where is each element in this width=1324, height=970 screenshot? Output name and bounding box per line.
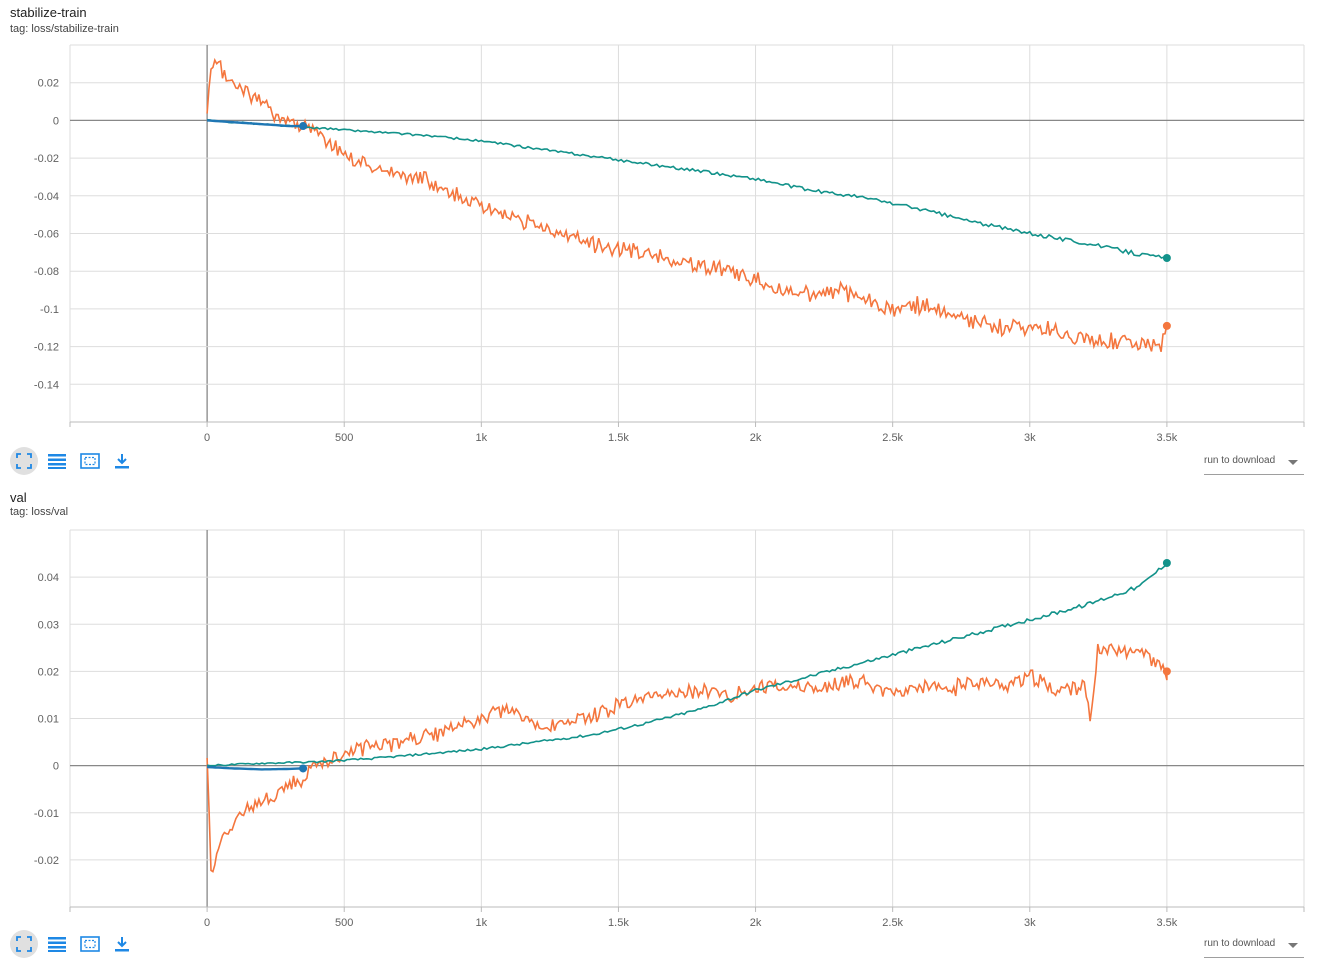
chart-tag: tag: loss/val [10, 506, 69, 518]
series-end-point-orange [1162, 321, 1171, 330]
x-tick-label: 3.5k [1156, 432, 1177, 444]
x-tick-label: 500 [335, 917, 353, 929]
zoom-box-button[interactable] [76, 447, 104, 475]
y-tick-label: 0.03 [38, 619, 59, 631]
x-tick-label: 1.5k [608, 432, 629, 444]
download-button[interactable] [108, 447, 136, 475]
y-tick-label: 0 [53, 115, 59, 127]
series-line-orange [206, 57, 1168, 352]
chevron-down-icon [1288, 943, 1298, 948]
x-tick-label: 3k [1024, 432, 1036, 444]
y-tick-label: 0 [53, 761, 59, 773]
y-tick-label: 0.01 [38, 714, 59, 726]
run-to-download-select[interactable]: run to download [1204, 452, 1304, 475]
data-table-icon [48, 937, 66, 952]
y-tick-label: 0.02 [38, 666, 59, 678]
data-table-button[interactable] [43, 447, 71, 475]
chart-tag: tag: loss/stabilize-train [10, 23, 119, 35]
series-end-point-teal [1162, 254, 1171, 263]
y-tick-label: -0.04 [34, 191, 59, 203]
fit-domain-icon [16, 936, 32, 952]
x-tick-label: 2k [750, 432, 762, 444]
y-tick-label: -0.01 [34, 808, 59, 820]
download-icon [115, 937, 129, 952]
x-tick-label: 2k [750, 917, 762, 929]
zoom-box-icon [80, 453, 100, 469]
y-tick-label: 0.02 [38, 78, 59, 90]
series-end-point-teal [1162, 558, 1171, 567]
chart-toolbar [10, 447, 150, 477]
run-to-download-label: run to download [1204, 938, 1276, 949]
fit-domain-icon [16, 453, 32, 469]
zoom-box-icon [80, 936, 100, 952]
run-to-download-label: run to download [1204, 455, 1276, 466]
series-line-blue [207, 119, 304, 128]
y-tick-label: -0.14 [34, 379, 59, 391]
y-tick-label: -0.08 [34, 266, 59, 278]
y-tick-label: -0.1 [40, 304, 59, 316]
y-tick-label: 0.04 [38, 572, 59, 584]
x-tick-label: 3k [1024, 917, 1036, 929]
series-line-blue [207, 765, 304, 771]
x-tick-label: 1.5k [608, 917, 629, 929]
series-end-point-orange [1162, 667, 1171, 676]
y-tick-label: -0.02 [34, 855, 59, 867]
data-table-button[interactable] [43, 930, 71, 958]
chart-plot-area[interactable]: 0 500 1k 1.5k 2k 2.5k 3k 3.5k -0.14 -0.12 -0.1 -0.0… [0, 30, 1324, 450]
x-tick-label: 2.5k [882, 917, 903, 929]
y-tick-label: -0.02 [34, 153, 59, 165]
x-tick-label: 1k [476, 432, 488, 444]
series-line-teal [207, 119, 1168, 263]
fit-domain-button[interactable] [10, 447, 38, 475]
chart-title: stabilize-train [10, 5, 87, 20]
chevron-down-icon [1288, 460, 1298, 465]
x-tick-label: 0 [204, 917, 210, 929]
zoom-box-button[interactable] [76, 930, 104, 958]
x-tick-label: 2.5k [882, 432, 903, 444]
series-end-point-blue [299, 122, 308, 131]
series-line-orange [206, 643, 1168, 873]
fit-domain-button[interactable] [10, 930, 38, 958]
y-tick-label: -0.12 [34, 342, 59, 354]
chart-plot-area[interactable]: 0 500 1k 1.5k 2k 2.5k 3k 3.5k -0.02 -0.01 0 0.01 0.0… [0, 515, 1324, 935]
chart-toolbar [10, 930, 150, 960]
data-table-icon [48, 454, 66, 469]
run-to-download-select[interactable]: run to download [1204, 935, 1304, 958]
x-tick-label: 500 [335, 432, 353, 444]
y-tick-label: -0.06 [34, 229, 59, 241]
download-button[interactable] [108, 930, 136, 958]
chart-title: val [10, 490, 27, 505]
x-tick-label: 0 [204, 432, 210, 444]
x-tick-label: 3.5k [1156, 917, 1177, 929]
download-icon [115, 454, 129, 469]
chart-card-val: val tag: loss/val 0 500 1k 1.5k 2k 2.5k 3k 3.5k… [0, 485, 1324, 970]
chart-card-stabilize-train: stabilize-train tag: loss/stabilize-trai… [0, 5, 1324, 477]
series-line-teal [206, 563, 1168, 767]
x-tick-label: 1k [476, 917, 488, 929]
series-end-point-blue [299, 764, 308, 773]
